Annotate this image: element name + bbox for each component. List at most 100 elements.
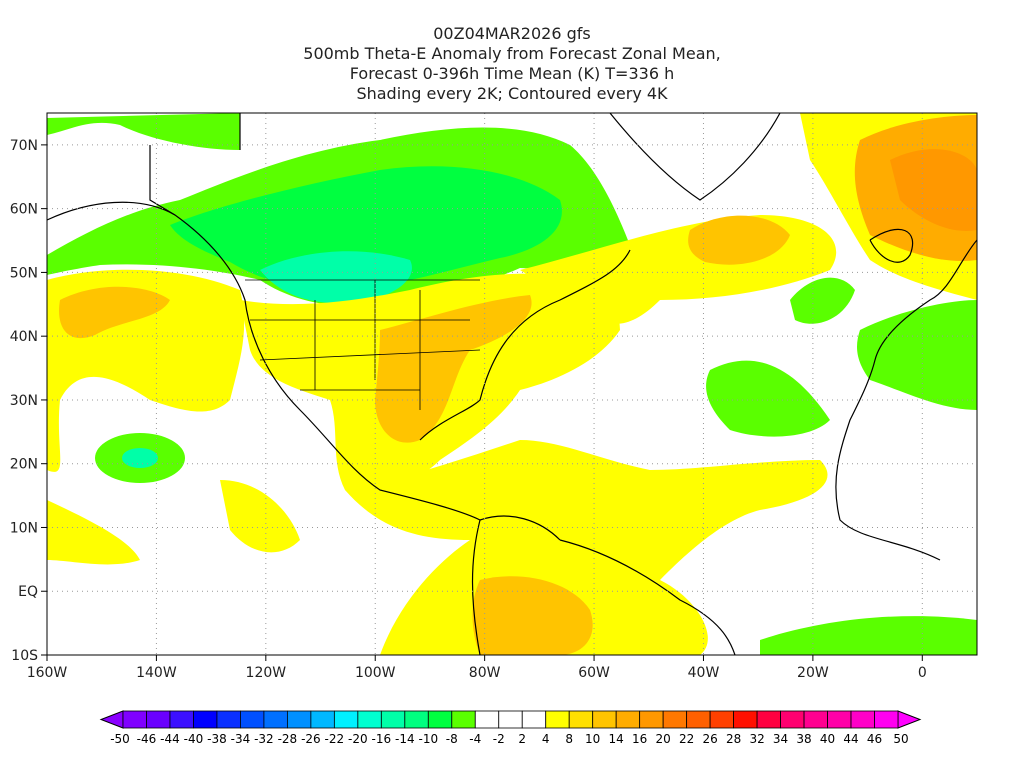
- colorbar-swatch: [451, 710, 476, 729]
- colorbar-label: 46: [867, 732, 882, 746]
- y-tick-label: 20N: [10, 457, 38, 473]
- teal-core-hawaii: [122, 448, 158, 468]
- colorbar-label: -16: [372, 732, 392, 746]
- colorbar-swatch: [310, 710, 335, 729]
- colorbar-swatch: [146, 710, 171, 729]
- orange-anomaly-midatlantic: [688, 215, 790, 265]
- anomaly-shading: [47, 113, 977, 655]
- orange-anomaly-pacific: [59, 286, 170, 339]
- x-axis-ticks: 160W 140W 120W 100W 80W 60W 40W 20W 0: [27, 655, 927, 681]
- colorbar-swatch: [639, 710, 664, 729]
- colorbar-label: -4: [469, 732, 481, 746]
- title-line-3: Forecast 0-396h Time Mean (K) T=336 h: [349, 64, 675, 83]
- dark-orange-core-europe: [890, 149, 977, 231]
- colorbar-label: 20: [656, 732, 671, 746]
- colorbar-label: -26: [301, 732, 321, 746]
- y-tick-label: 60N: [10, 202, 38, 218]
- x-tick-label: 120W: [246, 665, 287, 681]
- colorbar-label: -44: [160, 732, 180, 746]
- colorbar-swatch: [521, 710, 547, 729]
- colorbar-swatch: [780, 710, 805, 729]
- x-tick-label: 20W: [797, 665, 829, 681]
- colorbar-label: 34: [773, 732, 788, 746]
- colorbar-swatch: [216, 710, 241, 729]
- colorbar-label: 38: [796, 732, 811, 746]
- colorbar-swatch: [615, 710, 641, 729]
- y-tick-label: 30N: [10, 393, 38, 409]
- title-line-1: 00Z04MAR2026 gfs: [433, 24, 591, 43]
- x-tick-label: 100W: [355, 665, 396, 681]
- colorbar-label: 2: [518, 732, 526, 746]
- colorbar-swatch: [380, 710, 406, 729]
- colorbar-label: -22: [325, 732, 345, 746]
- colorbar-swatch: [286, 710, 312, 729]
- green-anomaly-arctic: [47, 113, 240, 150]
- colorbar-swatch: [263, 710, 288, 729]
- colorbar-label: -8: [446, 732, 458, 746]
- colorbar-label: -2: [493, 732, 505, 746]
- y-tick-label: 10N: [10, 520, 38, 536]
- colorbar-swatch: [686, 710, 711, 729]
- colorbar-swatch: [756, 710, 781, 729]
- colorbar-label: 50: [893, 732, 908, 746]
- colorbar-label: 4: [542, 732, 550, 746]
- colorbar-label: -14: [395, 732, 415, 746]
- colorbar-label: 28: [726, 732, 741, 746]
- map-frame: [46, 112, 978, 656]
- colorbar-swatch: [662, 710, 688, 729]
- colorbar-label: -10: [418, 732, 438, 746]
- colorbar-swatch: [874, 710, 899, 729]
- x-tick-label: 40W: [688, 665, 720, 681]
- colorbar-swatch: [827, 710, 852, 729]
- colorbar-label: -28: [278, 732, 298, 746]
- colorbar-label: 16: [632, 732, 647, 746]
- colorbar-label: 22: [679, 732, 694, 746]
- green-anomaly-southatlantic: [760, 616, 977, 655]
- y-tick-label: 50N: [10, 265, 38, 281]
- colorbar-label: -38: [207, 732, 227, 746]
- coastlines: [47, 113, 977, 655]
- x-tick-label: 140W: [136, 665, 177, 681]
- colorbar-label: -40: [184, 732, 204, 746]
- orange-anomaly-us: [375, 295, 532, 443]
- colorbar-swatch: [169, 710, 194, 729]
- colorbar-label: -50: [110, 732, 130, 746]
- colorbar-swatch: [850, 710, 875, 729]
- x-tick-label: 60W: [578, 665, 610, 681]
- colorbar-label: -46: [137, 732, 157, 746]
- colorbar: -50 -46 -44 -40 -38 -34 -32 -28 -26 -22 -20 -16 -14-…: [99, 710, 922, 746]
- colorbar-label: 10: [585, 732, 600, 746]
- y-axis-ticks: 70N 60N 50N 40N 30N 20N 10N EQ 10S: [10, 138, 47, 664]
- yellow-anomaly-eastpacific: [47, 480, 300, 565]
- colorbar-swatch: [240, 710, 265, 729]
- colorbar-label: 26: [702, 732, 717, 746]
- colorbar-label: 32: [749, 732, 764, 746]
- y-tick-label: 70N: [10, 138, 38, 154]
- colorbar-swatch: [803, 710, 828, 729]
- colorbar-right-arrow: [897, 710, 922, 729]
- colorbar-swatch: [592, 710, 617, 729]
- x-tick-label: 160W: [27, 665, 68, 681]
- orange-anomaly-southamerica: [472, 576, 593, 655]
- colorbar-label: 14: [609, 732, 624, 746]
- title-line-2: 500mb Theta-E Anomaly from Forecast Zona…: [303, 44, 721, 63]
- green-anomaly-europe: [857, 300, 977, 410]
- chart-title: 00Z04MAR2026 gfs 500mb Theta-E Anomaly f…: [0, 24, 1024, 104]
- teal-core-canada: [260, 251, 412, 304]
- green-core-canada: [170, 166, 562, 291]
- colorbar-swatch: [709, 710, 735, 729]
- colorbar-swatch: [427, 710, 453, 729]
- colorbar-swatch: [404, 710, 429, 729]
- colorbar-swatch: [333, 710, 359, 729]
- colorbar-left-arrow: [99, 710, 124, 729]
- colorbar-swatch: [122, 710, 147, 729]
- colorbar-swatch: [545, 710, 570, 729]
- colorbar-swatch: [568, 710, 594, 729]
- y-tick-label: 10S: [11, 648, 38, 664]
- title-line-4: Shading every 2K; Contoured every 4K: [356, 84, 668, 103]
- colorbar-swatch: [733, 710, 758, 729]
- colorbar-label: -34: [231, 732, 251, 746]
- green-anomaly-eastatlantic: [706, 277, 855, 437]
- y-tick-label: EQ: [18, 584, 38, 600]
